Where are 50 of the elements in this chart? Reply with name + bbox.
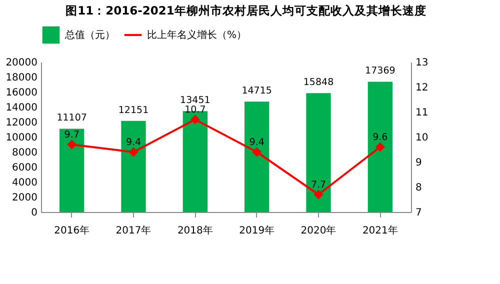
y-tick-label: 0 [31,208,38,218]
y-tick-label: 20000 [6,58,38,68]
bar [244,102,270,212]
x-tick-label: 2016年 [54,224,90,236]
x-tick-label: 2017年 [116,224,152,236]
y-tick-label: 18000 [6,72,38,84]
y-tick-label: 8000 [12,148,38,158]
bar [368,82,392,212]
y2-tick-label: 7 [416,208,422,218]
data-label: 7.7 [310,180,326,190]
y-tick-label: 4000 [12,178,38,188]
bar [306,93,331,212]
x-tick-label: 2021年 [362,224,398,236]
data-label: 11107 [56,112,87,124]
y2-tick-label: 11 [416,108,428,118]
y-tick-label: 16000 [6,88,38,98]
y-tick-label: 12000 [6,118,38,128]
data-label: 9.4 [249,137,264,148]
point [252,148,262,156]
point [190,115,200,124]
point [67,140,76,149]
data-label: 12151 [118,104,149,116]
legend-label: 总值（元） [64,29,115,41]
data-label: 9.7 [64,130,80,140]
y2-tick-label: 10 [416,132,428,144]
data-label: 13451 [180,95,210,106]
x-tick-label: 2019年 [239,224,275,236]
chart-title: 图11：2016-2021年柳州市农村居民人均可支配收入及其增长速度 [66,4,426,18]
bar [60,128,84,212]
y-tick-label: 14000 [6,102,38,114]
legend-label: 比上年名义增长（%） [147,29,247,41]
y-tick-label: 2000 [12,192,38,204]
data-label: 9.6 [372,132,388,143]
data-label: 17369 [365,66,396,77]
point [129,148,138,156]
y-tick-label: 10000 [6,132,38,144]
point [376,142,385,152]
y2-tick-label: 13 [416,58,428,68]
y2-tick-label: 9 [416,158,422,168]
bar [121,120,146,212]
y2-tick-label: 8 [416,182,422,194]
y2-tick-label: 12 [416,82,428,94]
x-tick-label: 2018年 [177,224,213,236]
data-label: 15848 [303,77,334,88]
data-label: 14715 [242,86,272,97]
point [314,190,323,199]
bar [182,111,208,212]
x-tick-label: 2020年 [300,224,336,236]
data-label: 9.4 [126,137,142,148]
y-tick-label: 6000 [12,162,38,174]
